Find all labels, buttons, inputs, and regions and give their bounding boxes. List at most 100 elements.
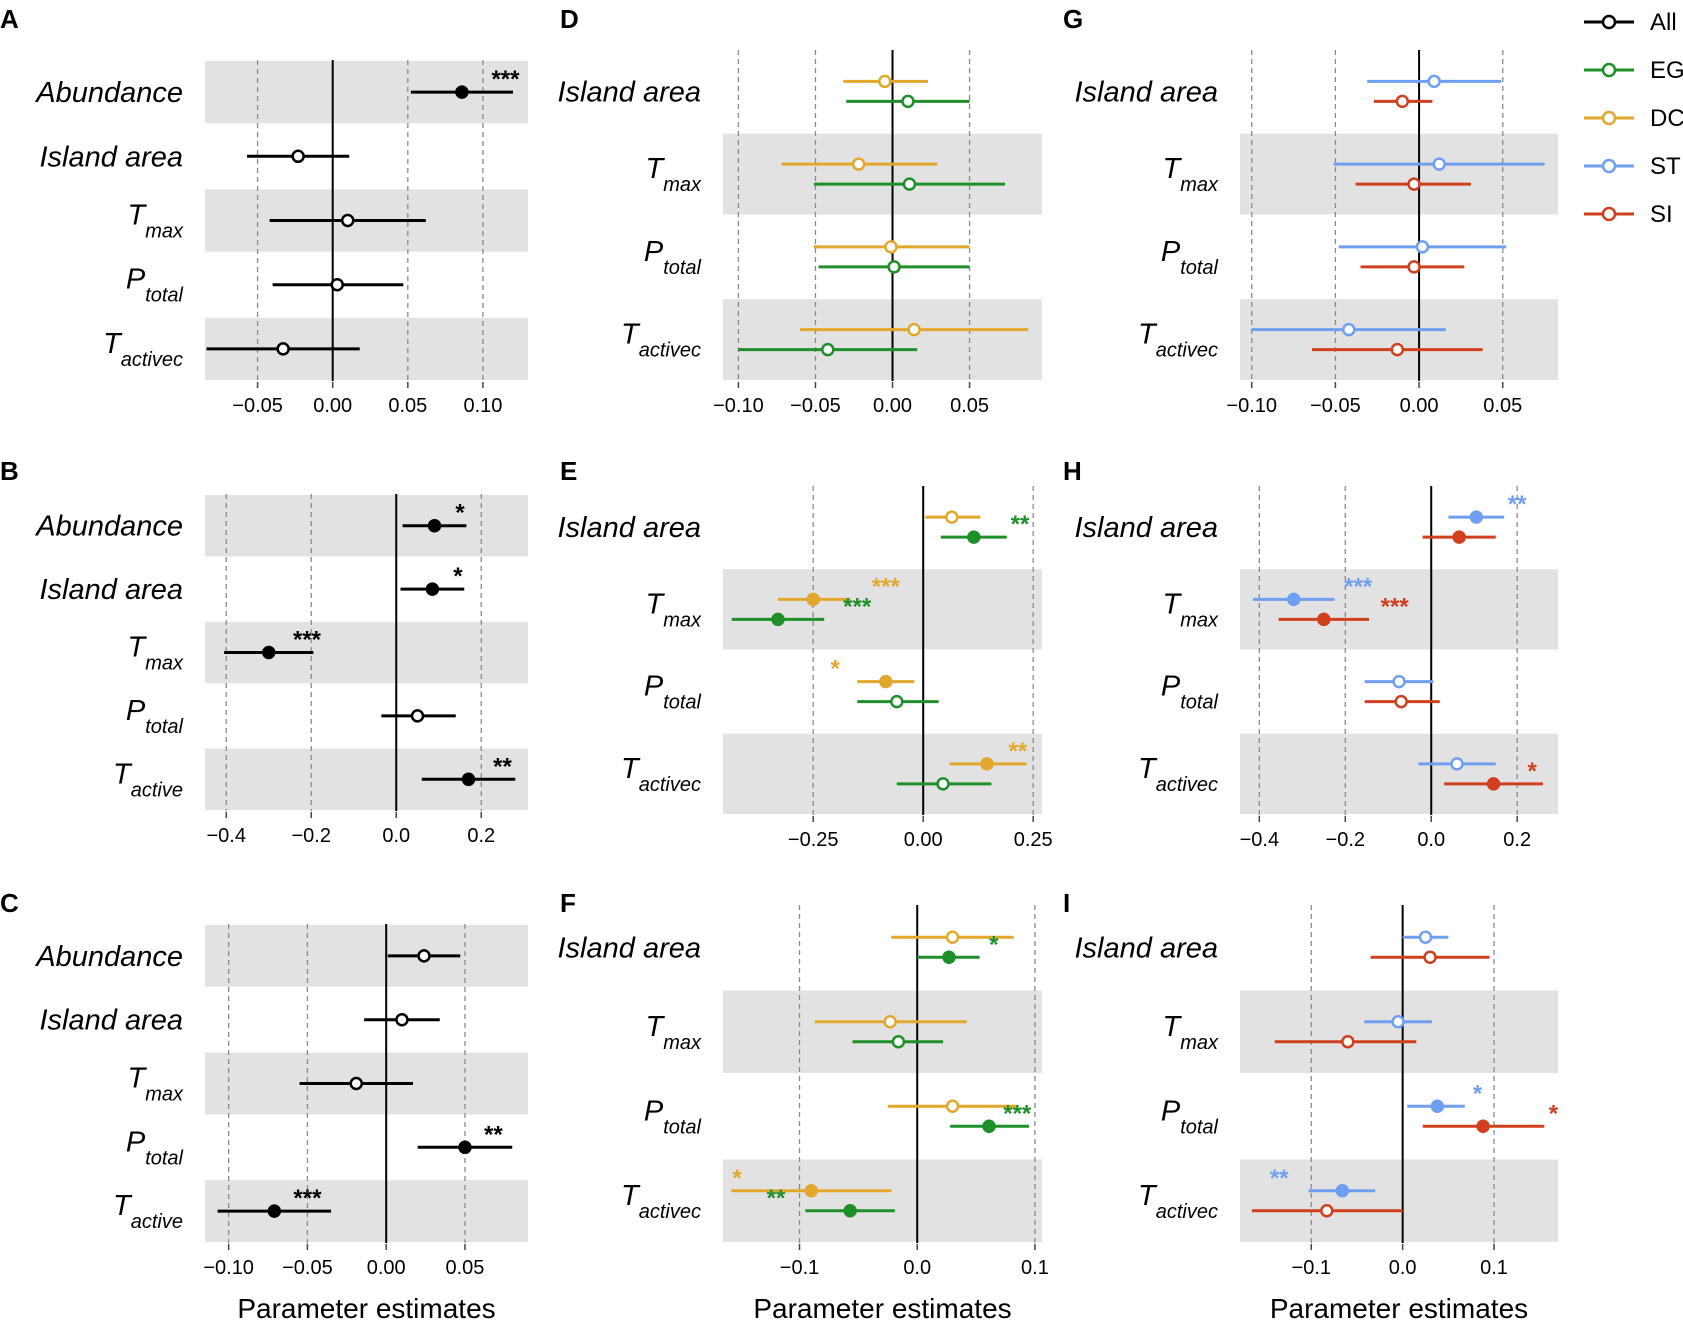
significance-stars: *: [732, 1165, 742, 1192]
estimate-point-SI: [1407, 177, 1421, 191]
row-label: Tactivec: [1138, 753, 1218, 796]
estimate-point-All: [330, 277, 344, 292]
significance-stars: **: [1011, 511, 1030, 538]
estimate-point-All: [427, 518, 442, 533]
estimate-point-All: [458, 1140, 472, 1155]
row-label: Tmax: [127, 632, 184, 675]
estimate-point-DC: [879, 674, 893, 689]
x-tick-label: 0.00: [904, 829, 943, 851]
row-label: Ptotal: [644, 671, 702, 714]
x-tick-label: −0.1: [780, 1257, 819, 1279]
panel-label-H: H: [1063, 456, 1082, 486]
estimate-point-EG: [901, 94, 915, 109]
row-label: Ptotal: [126, 1126, 184, 1169]
x-tick-label: 0.00: [367, 1257, 406, 1279]
legend-marker: [1601, 62, 1617, 78]
estimate-point-SI: [1452, 530, 1466, 544]
x-tick-label: 0.05: [1483, 395, 1522, 417]
estimate-point-EG: [891, 1035, 906, 1049]
estimate-point-EG: [982, 1119, 996, 1133]
x-tick-label: −0.05: [1310, 395, 1361, 417]
row-label: Tmax: [1162, 153, 1219, 196]
estimate-point-All: [262, 645, 276, 660]
estimate-point-SI: [1390, 342, 1405, 357]
estimate-point-EG: [843, 1204, 857, 1218]
x-tick-label: 0.1: [1021, 1257, 1049, 1279]
row-band: [1240, 1159, 1558, 1242]
row-label: Island area: [40, 141, 184, 173]
significance-stars: **: [484, 1121, 503, 1148]
estimate-point-DC: [945, 510, 959, 524]
estimate-point-EG: [771, 612, 785, 627]
x-tick-label: 0.2: [467, 825, 495, 847]
estimate-point-SI: [1320, 1204, 1334, 1218]
x-tick-label: 0.05: [950, 395, 989, 417]
significance-stars: *: [1528, 758, 1538, 785]
estimate-point-ST: [1418, 930, 1433, 944]
legend-label: ST: [1650, 153, 1681, 180]
x-tick-label: 0.0: [903, 1257, 931, 1279]
row-label: Ptotal: [126, 695, 184, 738]
legend-label: All: [1650, 9, 1677, 36]
x-tick-label: −0.10: [713, 395, 764, 417]
legend-marker: [1601, 14, 1617, 30]
estimate-point-EG: [942, 950, 956, 964]
x-tick-label: −0.4: [1240, 829, 1279, 851]
row-label: Ptotal: [1161, 236, 1219, 279]
row-label: Abundance: [34, 511, 183, 543]
significance-stars: ***: [1344, 573, 1373, 600]
estimate-point-DC: [980, 757, 994, 771]
row-label: Tactivec: [1138, 1180, 1218, 1223]
estimate-point-EG: [890, 694, 904, 709]
panel-I: I −0.1 0.0 0.1 Parameter estimates Island are…: [1063, 888, 1559, 1323]
estimate-point-ST: [1432, 157, 1446, 171]
row-label: Ptotal: [644, 1095, 702, 1138]
significance-stars: ***: [872, 573, 901, 600]
x-tick-label: 0.00: [873, 395, 912, 417]
row-band: [205, 495, 528, 557]
x-tick-label: 0.10: [463, 395, 502, 417]
panel-G: G −0.10 −0.05 0.00 0.05 Island area Tmax Ptotal…: [1063, 4, 1558, 417]
row-label: Tactivec: [103, 328, 183, 371]
row-band: [723, 990, 1042, 1073]
row-label: Ptotal: [126, 264, 184, 307]
estimate-point-DC: [804, 1184, 819, 1198]
x-tick-label: −0.2: [292, 825, 331, 847]
x-tick-label: 0.1: [1480, 1257, 1508, 1279]
row-band: [723, 1159, 1042, 1242]
row-label: Abundance: [34, 77, 183, 109]
estimate-point-All: [410, 709, 425, 723]
row-band: [205, 925, 528, 987]
row-label: Island area: [1075, 512, 1219, 544]
panel-F: F −0.1 0.0 0.1 Parameter estimates Island are…: [558, 888, 1049, 1323]
significance-stars: ***: [293, 1185, 322, 1212]
significance-stars: **: [767, 1185, 786, 1212]
estimate-point-All: [461, 772, 476, 787]
x-tick-label: 0.0: [1389, 1257, 1417, 1279]
estimate-point-All: [455, 85, 469, 99]
row-label: Tmax: [1162, 588, 1219, 631]
row-label: Island area: [40, 574, 184, 606]
panel-label-G: G: [1063, 4, 1083, 34]
row-label: Tactivec: [621, 753, 701, 796]
row-band: [1240, 569, 1558, 650]
row-label: Tmax: [127, 200, 184, 243]
estimate-point-All: [425, 582, 440, 596]
estimate-point-EG: [936, 777, 950, 791]
estimate-point-SI: [1407, 260, 1421, 274]
estimate-point-All: [267, 1204, 282, 1218]
legend-item-SI: SI: [1584, 201, 1673, 228]
estimate-point-ST: [1335, 1184, 1350, 1198]
row-label: Island area: [1075, 932, 1219, 964]
significance-stars: *: [831, 656, 841, 683]
estimate-point-DC: [945, 930, 960, 944]
x-tick-label: −0.05: [232, 395, 283, 417]
estimate-point-DC: [884, 240, 898, 254]
row-label: Tactivec: [621, 319, 701, 362]
row-band: [723, 299, 1042, 380]
row-label: Tmax: [645, 588, 702, 631]
x-tick-label: 0.00: [313, 395, 352, 417]
estimate-point-EG: [902, 177, 917, 191]
